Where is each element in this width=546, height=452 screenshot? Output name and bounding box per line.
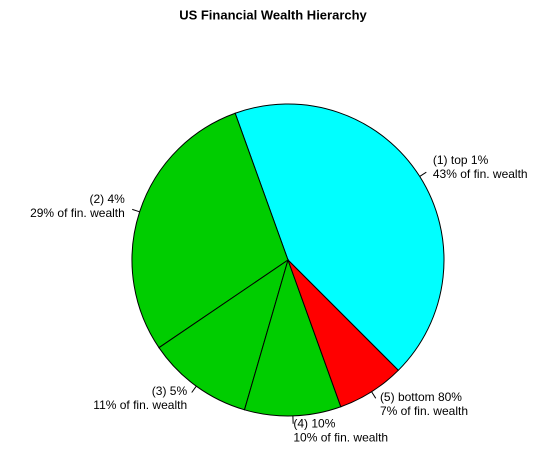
pie-slice	[243, 258, 342, 417]
slice-value-label: 43% of fin. wealth	[433, 167, 528, 181]
slice-value-label: 11% of fin. wealth	[93, 398, 187, 412]
pie-slice	[131, 112, 289, 349]
label-tick	[132, 208, 140, 213]
chart-title: US Financial Wealth Hierarchy	[179, 7, 367, 22]
slice-label: (2) 4%	[89, 192, 125, 206]
slice-label: (4) 10%	[293, 417, 335, 431]
label-tick	[191, 385, 197, 393]
slice-value-label: 10% of fin. wealth	[293, 431, 388, 445]
slice-value-label: 29% of fin. wealth	[30, 206, 125, 220]
slice-label: (5) bottom 80%	[380, 390, 462, 404]
label-tick	[419, 171, 427, 177]
pie-slice	[234, 103, 445, 372]
pie-slice	[287, 259, 400, 408]
slice-label: (3) 5%	[152, 384, 188, 398]
label-tick	[371, 391, 377, 399]
slice-label: (1) top 1%	[433, 153, 489, 167]
slice-value-label: 7% of fin. wealth	[380, 404, 468, 418]
pie-slice	[158, 258, 289, 411]
